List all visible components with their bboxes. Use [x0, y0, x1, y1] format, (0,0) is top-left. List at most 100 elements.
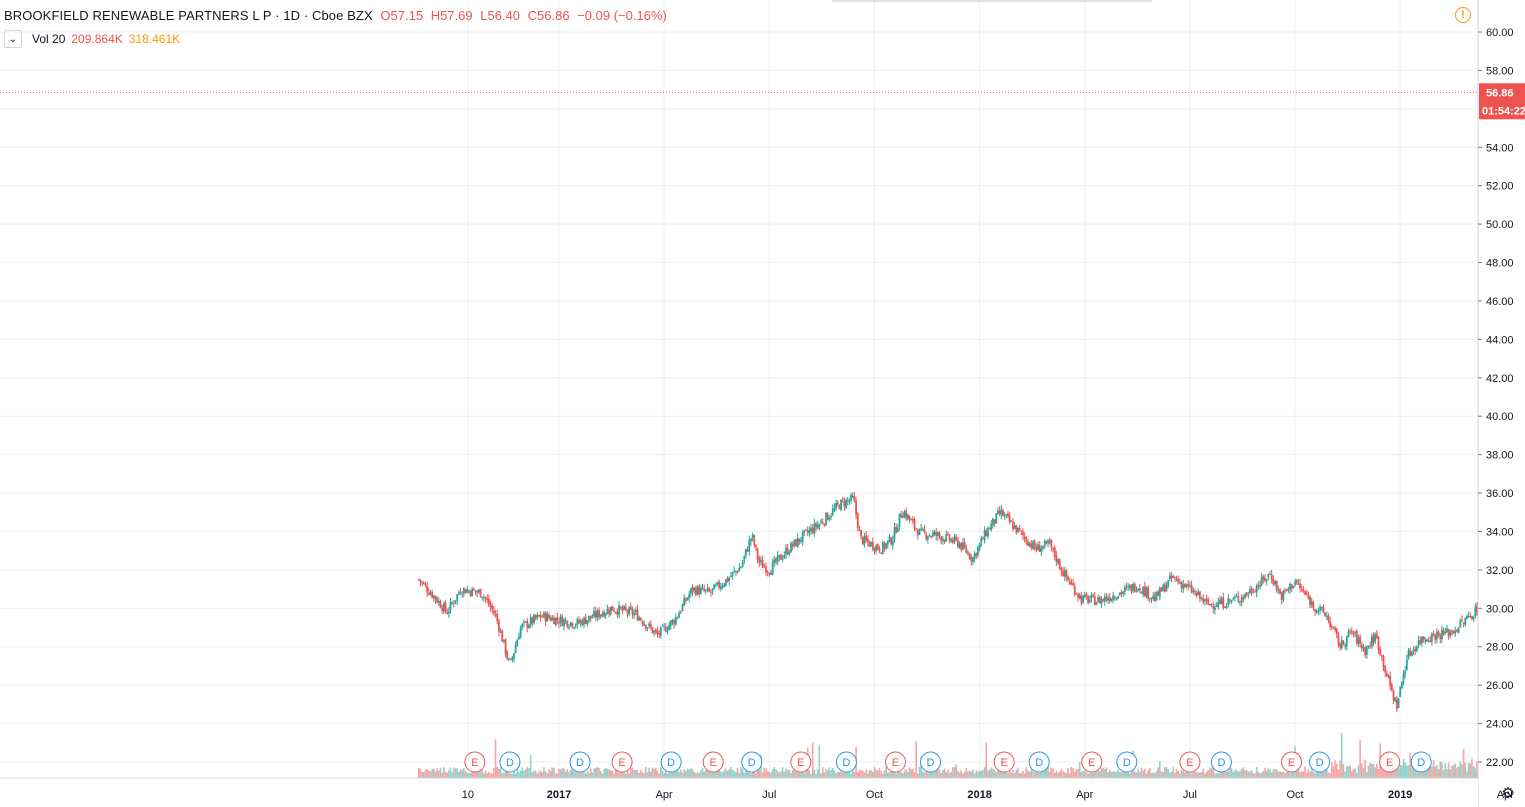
- volume-bar: [544, 771, 547, 778]
- candle-body: [711, 588, 714, 591]
- volume-bar: [846, 768, 849, 778]
- collapse-legend-button[interactable]: ⌄: [4, 30, 22, 48]
- volume-bar: [631, 767, 634, 778]
- dividend-marker-circle: [1116, 751, 1138, 773]
- volume-bar: [573, 770, 575, 778]
- volume-bar: [591, 772, 594, 778]
- candle-body: [514, 645, 517, 653]
- candle-body: [835, 503, 837, 509]
- candle-body: [920, 528, 923, 530]
- volume-bar: [1449, 769, 1452, 778]
- candle-body: [531, 617, 534, 624]
- candle-body: [493, 610, 495, 614]
- volume-bar: [1471, 759, 1473, 778]
- x-tick-label: 2017: [547, 789, 571, 801]
- volume-bar: [938, 769, 941, 778]
- candle-body: [441, 608, 444, 611]
- candle-body: [643, 623, 646, 626]
- candle-body: [439, 601, 442, 608]
- volume-bar: [629, 767, 632, 778]
- candle-body: [434, 595, 437, 600]
- candle-body: [1092, 594, 1094, 596]
- y-tick-label: 32.00: [1486, 565, 1514, 577]
- candle-body: [1244, 593, 1246, 598]
- candle-body: [1020, 530, 1023, 532]
- candle-body: [1436, 632, 1438, 640]
- volume-bar: [1055, 770, 1058, 778]
- volume-bar: [1145, 773, 1148, 778]
- candle-body: [730, 576, 732, 578]
- candle-body: [1447, 628, 1450, 637]
- candle-body: [1090, 595, 1093, 599]
- candle-body: [1270, 574, 1273, 580]
- volume-bar: [706, 769, 709, 778]
- candle-body: [818, 523, 821, 527]
- candle-body: [810, 527, 812, 532]
- candle-body: [451, 602, 454, 604]
- volume-bar: [860, 770, 862, 778]
- volume-bar: [1309, 771, 1311, 778]
- candle-body: [1457, 627, 1460, 633]
- candle-body: [1364, 648, 1367, 656]
- volume-bar: [448, 770, 450, 778]
- candle-body: [878, 547, 881, 552]
- volume-bar: [1419, 767, 1422, 778]
- volume-bar: [1329, 773, 1331, 778]
- warning-icon[interactable]: !: [1455, 7, 1471, 23]
- candle-body: [848, 500, 851, 502]
- candle-body: [598, 609, 600, 618]
- volume-bar: [1361, 763, 1363, 778]
- volume-bar: [1102, 767, 1104, 778]
- candle-body: [508, 658, 510, 660]
- volume-bar: [1013, 772, 1016, 778]
- candle-body: [906, 514, 909, 520]
- candle-body: [1429, 640, 1432, 642]
- candle-body: [454, 600, 457, 603]
- volume-bar: [1007, 772, 1009, 778]
- volume-bar: [1389, 770, 1391, 778]
- volume-bar: [770, 772, 772, 778]
- volume-bar: [1212, 767, 1215, 778]
- candle-body: [855, 501, 857, 515]
- volume-bar: [805, 769, 807, 778]
- volume-bar: [634, 769, 637, 778]
- volume-bar: [561, 767, 564, 778]
- candle-body: [1434, 635, 1437, 641]
- candle-body: [424, 584, 427, 586]
- volume-bar: [1202, 768, 1205, 778]
- volume-bar: [743, 772, 746, 778]
- candle-body: [1377, 636, 1380, 650]
- candle-body: [1008, 515, 1011, 522]
- candle-body: [1274, 581, 1276, 585]
- volume-bar: [598, 767, 600, 778]
- volume-bar: [1003, 767, 1006, 778]
- candle-body: [671, 619, 674, 623]
- y-tick-label: 44.00: [1486, 334, 1514, 346]
- volume-bar: [838, 771, 841, 778]
- volume-bar: [1262, 770, 1265, 778]
- volume-bar: [898, 771, 901, 778]
- volume-bar: [1254, 773, 1256, 778]
- candle-body: [1182, 584, 1185, 590]
- open-value: 57.15: [390, 8, 424, 23]
- candle-body: [1108, 597, 1111, 601]
- volume-bar: [666, 773, 669, 778]
- candle-body: [756, 548, 759, 560]
- candle-body: [1362, 646, 1365, 649]
- volume-bar: [963, 771, 966, 778]
- volume-bar: [763, 768, 766, 778]
- gear-icon[interactable]: ⚙: [1501, 785, 1515, 802]
- candle-body: [1219, 600, 1221, 604]
- volume-bar: [1356, 772, 1358, 778]
- volume-bar: [1038, 772, 1041, 778]
- candle-body: [613, 610, 615, 612]
- volume-bar: [503, 772, 505, 778]
- volume-bar: [551, 767, 554, 778]
- candle-body: [529, 617, 532, 625]
- volume-bar: [1224, 768, 1226, 778]
- candle-body: [1446, 628, 1448, 633]
- candle-body: [957, 539, 959, 547]
- candle-body: [1170, 575, 1173, 579]
